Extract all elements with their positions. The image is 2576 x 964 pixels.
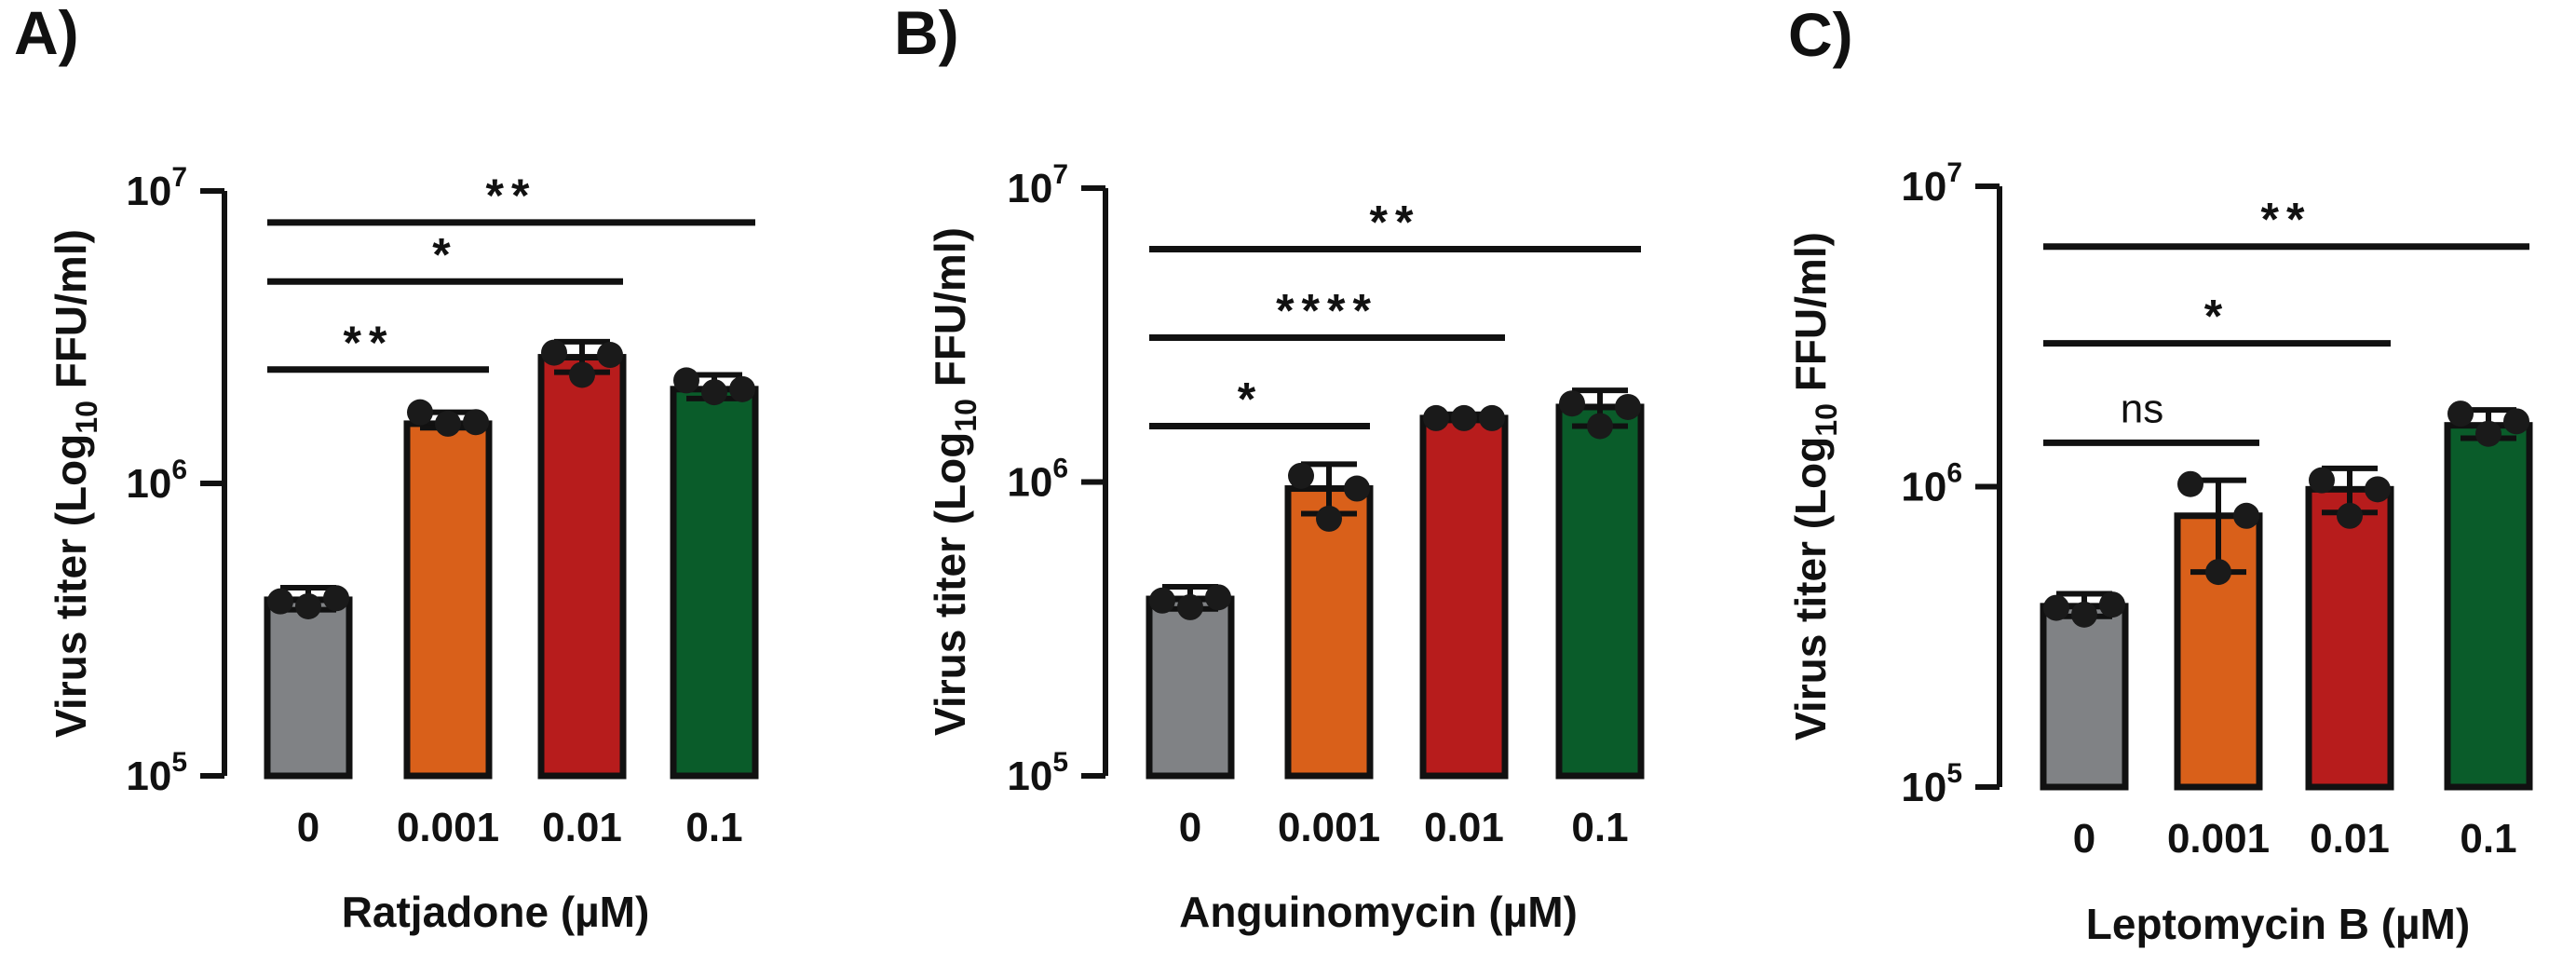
y-tick-label: 106: [1007, 454, 1068, 506]
y-axis-label: Virus titer (Log10 FFU/ml): [926, 227, 983, 736]
data-point: [2337, 502, 2363, 529]
x-category-label: 0: [2073, 816, 2095, 862]
data-point: [569, 361, 595, 388]
data-point: [1451, 404, 1477, 431]
bar: [537, 354, 627, 780]
x-axis-label: Ratjadone (µM): [342, 888, 650, 936]
data-point: [2043, 594, 2069, 621]
data-point: [1615, 393, 1641, 420]
data-point: [2365, 476, 2391, 503]
significance-label: ****: [1276, 284, 1378, 336]
y-tick-label: 105: [1901, 758, 1962, 810]
y-tick-label: 106: [126, 455, 187, 507]
bar: [2444, 422, 2533, 791]
x-category-label: 0.001: [397, 805, 499, 850]
significance-label: **: [2261, 194, 2312, 246]
data-point: [1149, 587, 1175, 614]
panel-label: B): [894, 0, 959, 67]
bar: [403, 420, 493, 780]
x-category-label: 0.1: [685, 805, 742, 850]
data-point: [2071, 601, 2097, 628]
bar: [1284, 485, 1374, 780]
data-point: [2205, 559, 2231, 586]
bar: [670, 386, 759, 780]
data-point: [323, 585, 349, 612]
bar: [1419, 414, 1509, 780]
x-category-label: 0.001: [2167, 816, 2270, 862]
y-tick-label: 107: [1007, 159, 1068, 211]
data-point: [267, 588, 293, 615]
x-category-label: 0: [1179, 805, 1201, 850]
data-point: [1177, 593, 1203, 620]
bar: [1555, 403, 1645, 780]
y-tick-label: 105: [126, 747, 187, 799]
significance-label: *: [2204, 291, 2230, 343]
data-point: [2309, 467, 2335, 494]
data-point: [1288, 462, 1314, 489]
significance-label: ns: [2121, 386, 2163, 431]
data-point: [1205, 584, 1231, 611]
x-axis-label: Anguinomycin (µM): [1179, 888, 1578, 936]
data-point: [2233, 502, 2259, 529]
data-point: [2099, 591, 2125, 618]
bar: [2305, 485, 2394, 791]
data-point: [1316, 505, 1342, 532]
data-point: [1587, 413, 1613, 440]
x-category-label: 0.001: [1278, 805, 1380, 850]
y-tick-label: 107: [126, 162, 187, 214]
y-tick-label: 105: [1007, 747, 1068, 799]
data-point: [435, 410, 461, 437]
y-axis-label: Virus titer (Log10 FFU/ml): [1786, 232, 1843, 740]
x-category-label: 0.01: [2310, 816, 2390, 862]
significance-label: **: [1370, 197, 1421, 249]
bar: [264, 596, 353, 780]
y-axis-label: Virus titer (Log10 FFU/ml): [47, 229, 103, 738]
data-point: [2447, 401, 2474, 428]
significance-label: **: [344, 317, 395, 369]
data-point: [701, 379, 727, 406]
y-tick-label: 107: [1901, 157, 1962, 210]
data-point: [2475, 420, 2501, 447]
x-category-label: 0.1: [2460, 816, 2516, 862]
x-category-label: 0.01: [1424, 805, 1504, 850]
data-point: [2177, 470, 2203, 497]
data-point: [1559, 390, 1585, 417]
data-point: [407, 399, 433, 426]
data-point: [2503, 408, 2529, 435]
data-point: [729, 375, 755, 402]
bar: [2040, 603, 2129, 791]
data-point: [463, 409, 489, 436]
data-point: [597, 342, 623, 369]
data-point: [1344, 475, 1370, 502]
x-category-label: 0.01: [542, 805, 622, 850]
significance-label: *: [432, 228, 457, 280]
x-axis-label: Leptomycin B (µM): [2086, 900, 2470, 948]
data-point: [673, 367, 699, 394]
data-point: [541, 339, 567, 366]
bar: [1146, 595, 1235, 780]
data-point: [1479, 404, 1505, 431]
significance-label: *: [1238, 373, 1263, 425]
y-tick-label: 106: [1901, 458, 1962, 510]
x-category-label: 0.1: [1571, 805, 1628, 850]
panel-label: C): [1788, 0, 1853, 69]
data-point: [295, 592, 321, 619]
panel-label: A): [14, 0, 79, 67]
data-point: [1423, 404, 1449, 431]
significance-label: **: [486, 170, 537, 222]
x-category-label: 0: [297, 805, 319, 850]
